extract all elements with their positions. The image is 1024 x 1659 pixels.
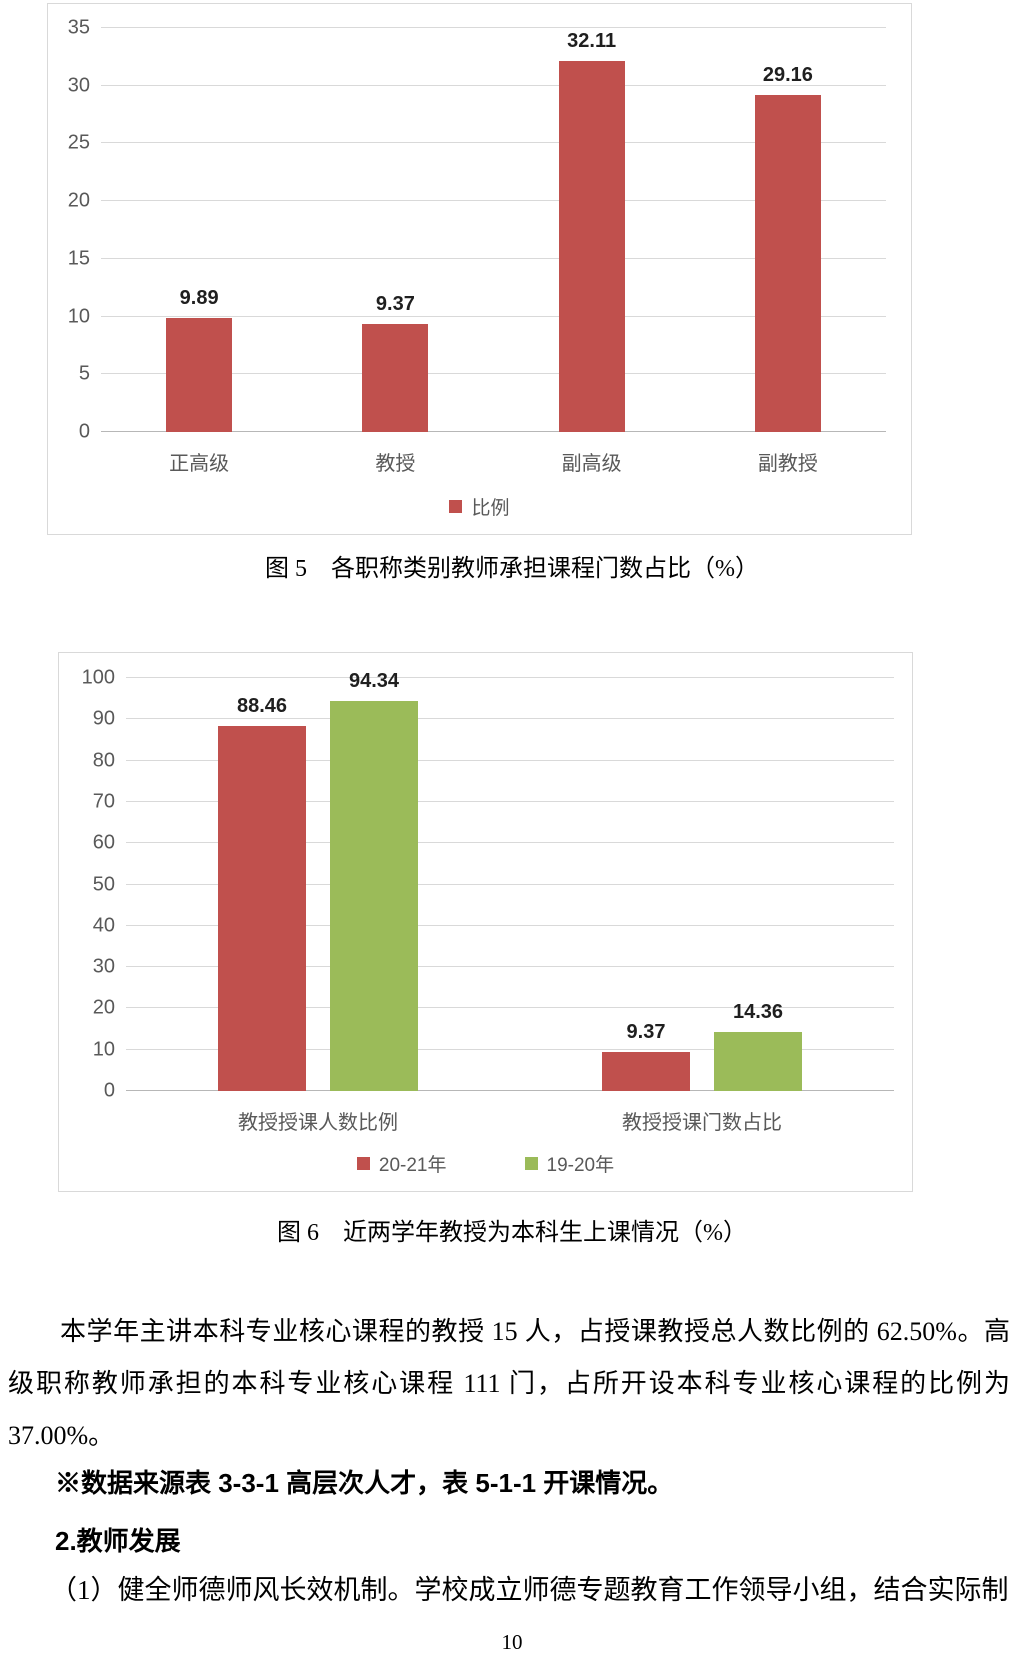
gridline [126,718,894,720]
legend-swatch-icon [356,1157,370,1170]
chart-legend: 20-21年 19-20年 [59,1150,912,1177]
gridline [126,883,894,885]
chart-bar [602,1052,690,1091]
gridline [126,966,894,968]
gridline [126,1048,894,1050]
body-paragraph-core-course-stats: 本学年主讲本科专业核心课程的教授 15 人，占授课教授总人数比例的 62.50%… [8,1317,1010,1450]
x-axis-category-label: 教授授课门数占比 [622,1112,782,1134]
y-axis-tick-label: 0 [78,420,90,443]
y-axis-tick-label: 90 [92,707,115,730]
bar-value-label: 29.16 [762,64,813,87]
gridline [126,924,894,926]
figure6-caption: 图 6 近两学年教授为本科生上课情况（%） [277,1220,747,1246]
y-axis-tick-label: 10 [67,305,90,328]
legend-swatch-icon [524,1157,538,1170]
y-axis-tick-label: 80 [92,749,115,772]
y-axis-tick-label: 100 [81,666,115,689]
chart-bar [330,701,418,1091]
y-axis-tick-label: 50 [92,873,115,895]
chart-bar [362,323,429,432]
legend-item: 20-21年 [356,1150,447,1177]
bar-value-label: 14.36 [732,1000,784,1023]
bar-value-label: 94.34 [348,670,400,693]
chart-legend: 比例 [48,493,911,520]
body-paragraph-shide-mechanism: （1）健全师德师风长效机制。学校成立师德专题教育工作领导小组，结合实际制 [50,1575,1009,1605]
y-axis-tick-label: 40 [92,914,115,937]
gridline [101,142,886,144]
plot-area: 0 10 20 30 40 50 60 70 80 90 100 88.46 94.34 教授授课人数比例… [82,667,894,1134]
legend-item: 19-20年 [524,1150,615,1177]
y-axis-tick-label: 30 [67,74,90,97]
x-axis-category-label: 副高级 [561,453,622,475]
gridline [101,27,886,28]
chart-bar [754,95,821,432]
chart-bar [166,317,233,432]
gridline [101,431,886,432]
bar-value-label: 9.37 [626,1021,666,1044]
x-axis-category-label: 副教授 [757,453,818,475]
gridline [126,800,894,802]
bar-value-label: 88.46 [236,694,288,717]
y-axis-tick-label: 30 [92,955,115,978]
gridline [126,842,894,844]
gridline [126,759,894,761]
y-axis-tick-label: 60 [92,831,115,854]
legend-label: 20-21年 [378,1155,447,1176]
x-axis-category-label: 教授 [375,453,416,475]
page-number: 10 [501,1630,523,1654]
x-axis-category-label: 教授授课人数比例 [238,1112,398,1134]
y-axis-tick-label: 20 [92,996,115,1019]
legend-item: 比例 [449,493,510,520]
figure5-bar-chart: 0 5 10 15 20 25 30 35 9.89 正高级 9.37 教授 32.11 副高级 29.16… [47,3,912,535]
x-axis-category-label: 正高级 [169,453,230,475]
y-axis-tick-label: 25 [67,131,90,154]
chart-bar [714,1031,802,1091]
chart-bar [558,61,625,432]
gridline [126,1007,894,1009]
y-axis-tick-label: 10 [92,1038,115,1061]
gridline [101,257,886,259]
data-source-note: ※数据来源表 3-3-1 高层次人才，表 5-1-1 开课情况。 [55,1468,674,1498]
y-axis-tick-label: 20 [67,189,90,212]
bar-value-label: 9.37 [375,292,415,315]
legend-label: 比例 [471,498,510,519]
y-axis-tick-label: 5 [78,362,90,385]
legend-label: 19-20年 [546,1155,615,1176]
plot-area: 0 5 10 15 20 25 30 35 9.89 正高级 9.37 教授 32.11 副高级 29.16… [68,17,886,475]
gridline [101,84,886,86]
y-axis-tick-label: 35 [67,16,90,39]
figure5-caption: 图 5 各职称类别教师承担课程门数占比（%） [265,556,759,582]
y-axis-tick-label: 0 [103,1079,115,1102]
gridline [101,373,886,375]
y-axis-tick-label: 15 [67,247,90,270]
gridline [126,677,894,678]
gridline [126,1090,894,1091]
chart-bar [218,725,306,1091]
gridline [101,315,886,317]
legend-swatch-icon [449,500,463,513]
bar-value-label: 32.11 [567,30,617,53]
bar-value-label: 9.89 [179,286,219,309]
figure6-bar-chart: 0 10 20 30 40 50 60 70 80 90 100 88.46 94.34 教授授课人数比例… [58,652,913,1192]
y-axis-tick-label: 70 [92,790,115,813]
gridline [101,200,886,202]
section-heading-teacher-development: 2.教师发展 [55,1526,181,1556]
